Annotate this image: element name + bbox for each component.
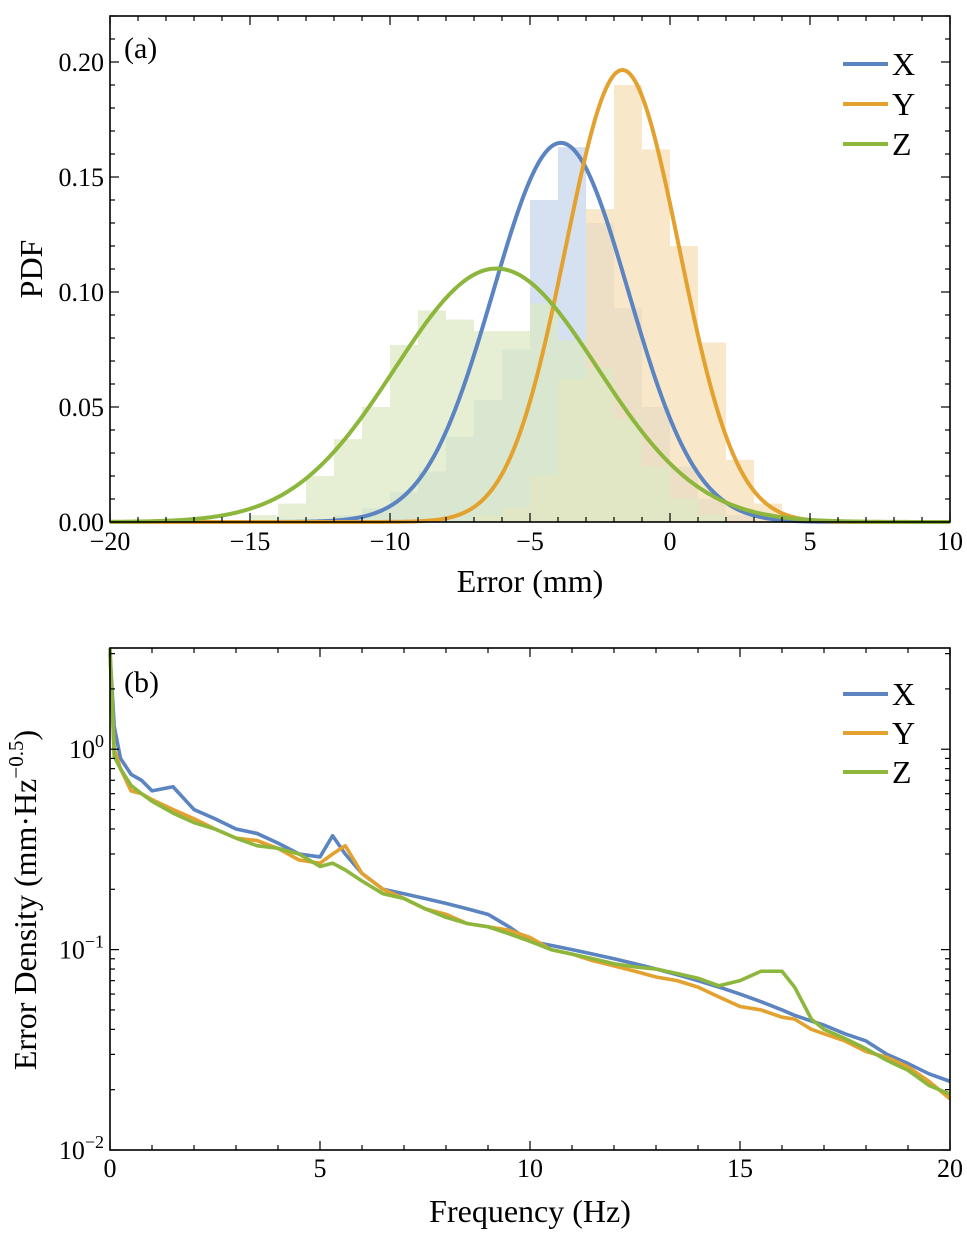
- panel-b-y-label-close: ): [7, 730, 43, 741]
- y-tick-label: 0.10: [59, 278, 105, 307]
- y-tick-label-base: 10: [69, 735, 95, 764]
- hist-bar-z-12: [586, 367, 614, 522]
- panel-b-y-axis-label: Error Density (mm·Hz−0.5): [4, 730, 43, 1070]
- hist-bar-z-10: [530, 303, 558, 522]
- panel-b-legend: XYZ: [843, 676, 915, 790]
- x-tick-label: 10: [937, 527, 963, 556]
- hist-bar-y-7: [670, 246, 698, 522]
- panel-b-frame: [109, 647, 951, 1151]
- hist-bar-z-14: [642, 466, 670, 522]
- density-line-y: [108, 653, 952, 1101]
- panel-b-series-lines: [108, 647, 952, 1101]
- panel-b-y-label-main: Error Density (mm·Hz: [7, 779, 43, 1070]
- hist-bar-z-5: [390, 344, 418, 522]
- hist-bar-z-15: [670, 499, 698, 522]
- x-tick-label: −5: [516, 527, 544, 556]
- legend-label-x: X: [892, 676, 915, 712]
- x-tick-label: 15: [727, 1154, 753, 1183]
- panel-b-label: (b): [124, 666, 159, 699]
- y-tick-label-exponent: −2: [85, 1132, 104, 1152]
- x-tick-label: −15: [230, 527, 271, 556]
- y-tick-label: 0.00: [59, 508, 105, 537]
- hist-bar-z-1: [278, 503, 306, 522]
- hist-bar-z-9: [502, 331, 530, 522]
- legend-label-y: Y: [892, 715, 915, 751]
- legend-label-y: Y: [892, 86, 915, 122]
- legend-label-z: Z: [892, 754, 912, 790]
- y-tick-label: 0.20: [59, 48, 105, 77]
- hist-bar-z-0: [250, 515, 278, 522]
- y-tick-label-base: 10: [59, 1136, 85, 1165]
- y-tick-label-exponent: 0: [95, 731, 104, 751]
- density-line-z: [108, 647, 951, 1096]
- x-tick-label: 20: [937, 1154, 963, 1183]
- x-tick-label: −10: [370, 527, 411, 556]
- panel-a-histogram: −20 −15 −10 −5 0 5 100.000.050.100.150.20 (a) …: [13, 15, 963, 599]
- x-tick-label: 10: [517, 1154, 543, 1183]
- hist-bar-z-6: [418, 310, 446, 522]
- x-tick-label: 0: [664, 527, 677, 556]
- panel-a-legend: XYZ: [843, 46, 915, 162]
- hist-bar-z-4: [362, 407, 390, 522]
- panel-a-x-axis-label: Error (mm): [457, 563, 604, 599]
- y-tick-label: 10−2: [59, 1132, 104, 1165]
- hist-bar-y-6: [642, 149, 670, 522]
- hist-bar-z-8: [474, 331, 502, 522]
- panel-b-x-axis-label: Frequency (Hz): [429, 1193, 631, 1229]
- y-tick-label-base: 10: [59, 936, 85, 965]
- panel-a-ticks: −20 −15 −10 −5 0 5 10 0.00 0.05 0.10 0.15 0.20: [59, 15, 963, 556]
- hist-bar-z-16: [698, 515, 726, 522]
- density-line-x: [108, 653, 951, 1084]
- panel-a-label: (a): [124, 32, 157, 65]
- hist-bar-z-13: [614, 418, 642, 522]
- hist-bar-z-11: [558, 340, 586, 522]
- y-tick-label: 10−1: [59, 932, 104, 965]
- x-tick-label: 0: [104, 1154, 117, 1183]
- hist-bar-z-3: [334, 439, 362, 522]
- x-tick-label: −20: [90, 527, 131, 556]
- legend-label-z: Z: [892, 126, 912, 162]
- panel-b-y-label-exponent: −0.5: [4, 741, 28, 779]
- y-tick-label: 100: [69, 731, 104, 764]
- x-tick-label: 5: [314, 1154, 327, 1183]
- hist-bar-z-2: [306, 476, 334, 522]
- panel-a-y-axis-label: PDF: [13, 240, 49, 299]
- y-tick-label: 0.15: [59, 163, 105, 192]
- x-tick-label: 5: [804, 527, 817, 556]
- y-tick-label-exponent: −1: [85, 932, 104, 952]
- legend-label-x: X: [892, 46, 915, 82]
- y-tick-label: 0.05: [59, 393, 105, 422]
